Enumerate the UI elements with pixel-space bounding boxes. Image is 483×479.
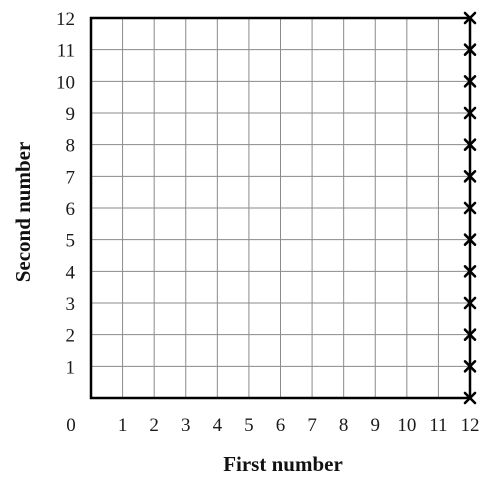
x-tick-label: 9: [371, 415, 381, 436]
y-axis-title: Second number: [11, 142, 35, 283]
x-tick-label: 12: [461, 415, 480, 436]
x-marker-point: [463, 296, 477, 310]
x-marker-point: [463, 265, 477, 278]
x-marker-point: [463, 360, 477, 373]
y-tick-label: 9: [66, 104, 76, 125]
x-tick-labels: 0 1 2 3 4 5 6 7 8 9 10 11 12: [66, 415, 479, 436]
y-tick-label: 3: [66, 294, 76, 315]
x-tick-label: 4: [213, 415, 223, 436]
x-axis-title: First number: [223, 452, 343, 476]
x-marker-point: [463, 75, 477, 88]
grid-lines: [91, 18, 470, 398]
x-marker-point: [463, 11, 477, 25]
x-tick-label: 2: [149, 415, 159, 436]
x-marker-point: [463, 106, 477, 120]
x-tick-label: 5: [244, 415, 254, 436]
y-tick-label: 12: [56, 9, 75, 30]
data-points: [463, 11, 477, 405]
y-tick-label: 7: [66, 167, 76, 188]
x-tick-label: 1: [118, 415, 128, 436]
y-tick-label: 11: [57, 41, 75, 62]
y-tick-label: 2: [66, 326, 76, 347]
x-tick-label: 6: [276, 415, 286, 436]
x-tick-label: 11: [429, 415, 447, 436]
x-tick-label: 7: [307, 415, 317, 436]
y-tick-label: 4: [66, 262, 76, 283]
x-tick-label: 8: [339, 415, 349, 436]
x-marker-point: [463, 391, 477, 405]
x-marker-point: [463, 138, 477, 151]
y-tick-label: 6: [66, 199, 76, 220]
x-marker-point: [463, 201, 477, 215]
x-tick-label: 0: [66, 415, 76, 436]
y-tick-label: 10: [56, 72, 75, 93]
x-marker-point: [463, 170, 477, 183]
y-tick-label: 8: [66, 136, 76, 157]
x-tick-label: 3: [181, 415, 191, 436]
x-marker-point: [463, 233, 477, 246]
y-tick-label: 5: [66, 231, 76, 252]
x-tick-label: 10: [397, 415, 416, 436]
x-marker-point: [463, 328, 477, 341]
x-marker-point: [463, 43, 477, 56]
y-tick-label: 1: [66, 357, 76, 378]
